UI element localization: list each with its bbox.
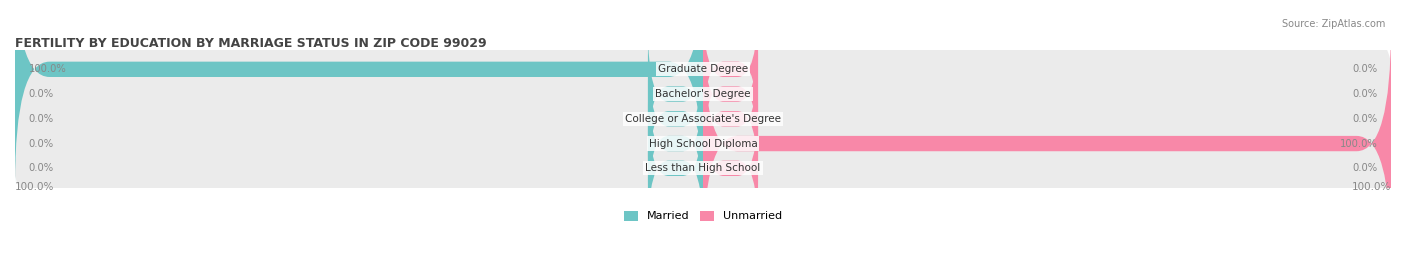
Text: 0.0%: 0.0% [28, 114, 53, 124]
FancyBboxPatch shape [1, 27, 717, 269]
FancyBboxPatch shape [1, 0, 717, 260]
FancyBboxPatch shape [689, 3, 1405, 269]
Text: Graduate Degree: Graduate Degree [658, 64, 748, 74]
FancyBboxPatch shape [689, 27, 1405, 269]
Text: Less than High School: Less than High School [645, 163, 761, 173]
FancyBboxPatch shape [1, 3, 717, 269]
Legend: Married, Unmarried: Married, Unmarried [624, 211, 782, 221]
Text: 0.0%: 0.0% [28, 139, 53, 148]
FancyBboxPatch shape [703, 3, 758, 136]
FancyBboxPatch shape [648, 77, 703, 210]
FancyBboxPatch shape [703, 27, 1391, 260]
FancyBboxPatch shape [689, 0, 1405, 260]
FancyBboxPatch shape [15, 82, 1391, 107]
Text: 0.0%: 0.0% [1353, 89, 1378, 99]
FancyBboxPatch shape [15, 131, 1391, 156]
FancyBboxPatch shape [15, 57, 1391, 82]
Text: 0.0%: 0.0% [1353, 64, 1378, 74]
FancyBboxPatch shape [648, 102, 703, 235]
Text: Source: ZipAtlas.com: Source: ZipAtlas.com [1281, 19, 1385, 29]
FancyBboxPatch shape [15, 0, 703, 185]
Text: 100.0%: 100.0% [28, 64, 66, 74]
Text: High School Diploma: High School Diploma [648, 139, 758, 148]
Text: College or Associate's Degree: College or Associate's Degree [626, 114, 780, 124]
Text: 0.0%: 0.0% [28, 89, 53, 99]
FancyBboxPatch shape [1, 0, 717, 210]
FancyBboxPatch shape [689, 0, 1405, 235]
FancyBboxPatch shape [15, 107, 1391, 131]
Text: Bachelor's Degree: Bachelor's Degree [655, 89, 751, 99]
FancyBboxPatch shape [703, 52, 758, 185]
Text: 100.0%: 100.0% [1351, 182, 1391, 192]
FancyBboxPatch shape [648, 52, 703, 185]
FancyBboxPatch shape [1, 0, 717, 235]
Text: 0.0%: 0.0% [28, 163, 53, 173]
Text: 0.0%: 0.0% [1353, 114, 1378, 124]
Text: 100.0%: 100.0% [1340, 139, 1378, 148]
Text: FERTILITY BY EDUCATION BY MARRIAGE STATUS IN ZIP CODE 99029: FERTILITY BY EDUCATION BY MARRIAGE STATU… [15, 37, 486, 49]
FancyBboxPatch shape [689, 0, 1405, 210]
Text: 100.0%: 100.0% [15, 182, 55, 192]
Text: 0.0%: 0.0% [1353, 163, 1378, 173]
FancyBboxPatch shape [648, 27, 703, 161]
FancyBboxPatch shape [703, 27, 758, 161]
FancyBboxPatch shape [703, 102, 758, 235]
FancyBboxPatch shape [15, 156, 1391, 181]
